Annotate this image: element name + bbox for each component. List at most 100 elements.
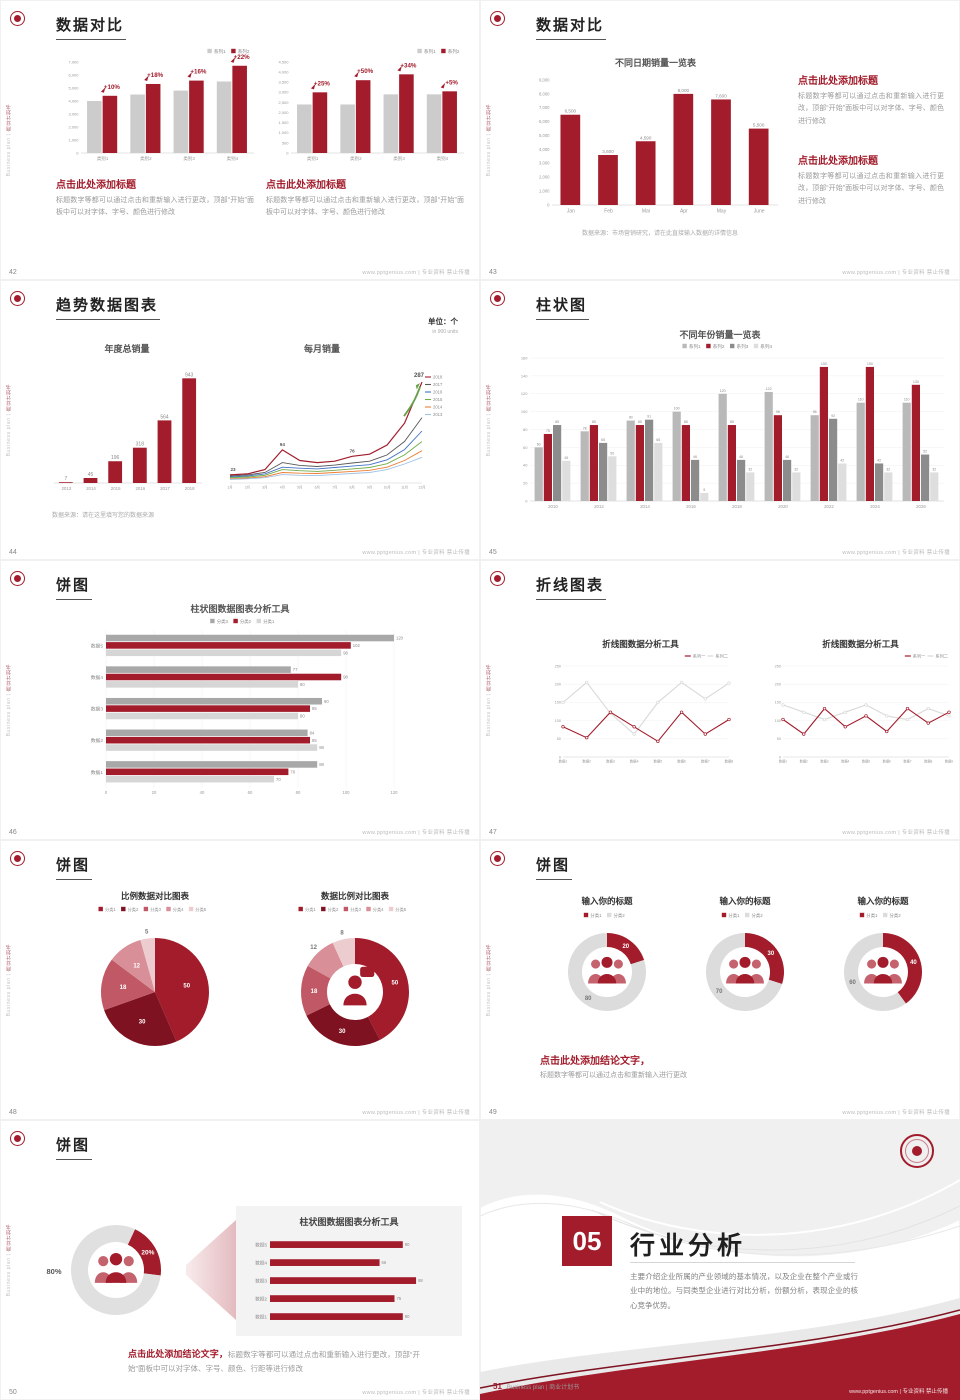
unit-label: 单位：个 in 900 units [428, 316, 458, 335]
svg-text:8: 8 [340, 930, 344, 936]
donut-chart-2: 30 70 分类1 分类2 [706, 912, 784, 1011]
svg-text:系列2: 系列2 [238, 48, 250, 55]
caption-body: 标题数字等都可以通过点击和重新输入进行更改，顶部“开始”面板中可以对字体、字号、… [266, 197, 464, 217]
svg-text:分类1: 分类1 [590, 912, 602, 919]
side-watermark-cn: 商业计划书 [486, 663, 492, 692]
footer-credit: www.pptgenius.com | 专业资料 禁止传播 [842, 550, 950, 556]
svg-text:91: 91 [647, 415, 651, 419]
donut-chart-3: 40 60 分类1 分类2 [844, 912, 922, 1011]
slide-title: 数据对比 [536, 14, 607, 40]
svg-text:80: 80 [523, 427, 528, 432]
side-watermark-cn: 商业计划书 [486, 383, 492, 412]
pie-chart: 50 30 18 12 5 分类1 分类2 分类3 分类4 分类5 [98, 906, 209, 1046]
svg-text:7,000: 7,000 [68, 59, 79, 64]
svg-text:32: 32 [748, 467, 752, 471]
svg-text:7,000: 7,000 [539, 105, 550, 110]
svg-text:数据2: 数据2 [91, 737, 104, 744]
svg-text:1,500: 1,500 [278, 120, 289, 125]
conclusion-body: 标题数字等都可以通过点击和重新输入进行更改，顶部“开始”面板中可以对字体、字号、… [128, 1350, 420, 1374]
svg-text:50: 50 [777, 737, 781, 741]
chart-title: 不同日期销量一览表 [614, 58, 696, 68]
svg-text:80: 80 [300, 682, 305, 687]
svg-text:150: 150 [821, 362, 827, 366]
chart-title: 输入你的标题 [719, 896, 771, 906]
svg-text:数据8: 数据8 [725, 759, 733, 764]
svg-text:2016: 2016 [686, 504, 696, 509]
footer-credit: www.pptgenius.com | 专业资料 禁止传播 [842, 830, 950, 836]
side-watermark: Business plan | 商业计划书 [5, 944, 12, 1017]
svg-text:1,000: 1,000 [278, 130, 289, 135]
svg-text:46: 46 [693, 455, 697, 459]
svg-text:30: 30 [139, 1020, 146, 1026]
svg-text:数据4: 数据4 [841, 759, 849, 764]
svg-text:80: 80 [405, 1314, 410, 1319]
caption-block: 点击此处添加标题 标题数字等都可以通过点击和重新输入进行更改，顶部“开始”面板中… [56, 176, 254, 220]
svg-text:2月: 2月 [245, 486, 250, 490]
chart-title: 折线图数据分析工具 [602, 639, 679, 649]
side-watermark-en: Business plan | [486, 691, 492, 737]
svg-text:分类1: 分类1 [728, 912, 740, 919]
svg-text:90: 90 [324, 699, 329, 704]
funnel-shape [186, 1220, 236, 1320]
side-watermark-en: Business plan | [486, 131, 492, 177]
page-number: 51 [493, 1382, 502, 1391]
svg-text:250: 250 [555, 664, 561, 668]
svg-text:4,590: 4,590 [640, 135, 652, 140]
svg-text:50: 50 [391, 980, 398, 986]
side-watermark: Business plan | 商业计划书 [485, 104, 492, 177]
svg-text:12: 12 [133, 963, 140, 969]
svg-text:分类2: 分类2 [614, 912, 626, 919]
svg-text:分类2: 分类2 [328, 906, 339, 913]
svg-text:系列一: 系列一 [693, 653, 706, 660]
svg-text:76: 76 [290, 769, 295, 774]
svg-text:分类1: 分类1 [105, 906, 116, 913]
footer-credit: www.pptgenius.com | 专业资料 禁止传播 [362, 1110, 470, 1116]
svg-text:100: 100 [555, 719, 561, 723]
svg-text:2014: 2014 [433, 405, 443, 410]
line-chart-right: 0 50 100 150 200 250 数据1 数据2 数据3 数据4 数据5 数据6 数据7 数据8 数… [775, 653, 953, 764]
chart-title: 数据比例对比图表 [320, 891, 389, 901]
svg-text:90: 90 [629, 416, 633, 420]
svg-text:类别1: 类别1 [307, 155, 319, 162]
svg-text:分类3: 分类3 [217, 618, 229, 625]
svg-text:系列1: 系列1 [424, 48, 436, 55]
svg-text:5,000: 5,000 [68, 85, 79, 90]
footer-credit: www.pptgenius.com | 专业资料 禁止传播 [842, 1110, 950, 1116]
svg-text:70: 70 [716, 989, 723, 995]
svg-text:77: 77 [293, 667, 298, 672]
svg-text:+5%: +5% [445, 79, 458, 86]
svg-text:分类4: 分类4 [173, 906, 184, 913]
svg-text:250: 250 [775, 664, 781, 668]
svg-text:943: 943 [185, 372, 194, 378]
svg-text:2,000: 2,000 [539, 175, 550, 180]
svg-text:数据3: 数据3 [255, 1278, 267, 1285]
svg-text:200: 200 [775, 683, 781, 687]
svg-text:+16%: +16% [190, 69, 206, 76]
caption-heading: 点击此处添加标题 [798, 76, 878, 87]
brand-logo-icon [490, 851, 505, 866]
brand-crest-logo-icon [900, 1134, 934, 1168]
page-number: 42 [9, 269, 17, 276]
svg-text:52: 52 [923, 450, 927, 454]
svg-text:20: 20 [523, 481, 528, 486]
svg-text:分类1: 分类1 [263, 618, 275, 625]
chart-title: 不同年份销量一览表 [679, 330, 761, 340]
annual-sales-bar-chart: 2013 2014 2015 2016 2017 2018 7 45 196 318 564 943 [54, 372, 202, 491]
svg-text:系列3: 系列3 [737, 343, 749, 350]
chart-title: 年度总销量 [104, 344, 150, 354]
footer-credit: www.pptgenius.com | 专业资料 禁止传播 [362, 1390, 470, 1396]
svg-text:120: 120 [391, 790, 399, 795]
svg-text:3,000: 3,000 [278, 90, 289, 95]
svg-text:系列二: 系列二 [935, 653, 948, 660]
unit-main: 单位：个 [428, 317, 458, 326]
svg-text:80: 80 [585, 996, 592, 1002]
svg-text:23: 23 [230, 467, 236, 472]
svg-text:数据5: 数据5 [91, 642, 104, 649]
panel-bar-chart: 数据5 数据4 数据3 数据2 数据1 80 66 88 75 80 [255, 1241, 423, 1321]
svg-text:20%: 20% [141, 1249, 154, 1256]
conclusion-block: 点击此处添加结论文字， 标题数字等都可以通过点击和重新输入进行更改 [540, 1052, 900, 1082]
svg-text:120: 120 [396, 636, 404, 641]
panel-title: 柱状图数据图表分析工具 [299, 1217, 399, 1227]
svg-text:9,000: 9,000 [539, 77, 550, 82]
